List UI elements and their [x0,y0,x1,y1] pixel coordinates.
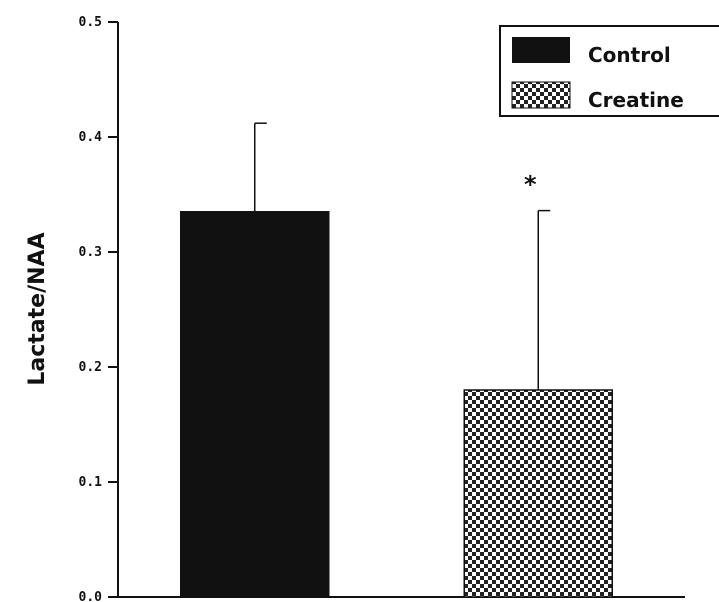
y-ticks: 0.0 0.1 0.2 0.3 0.4 0.5 [79,15,118,602]
y-tick-label: 0.3 [79,245,102,260]
y-tick-label: 0.5 [79,15,102,30]
bar-creatine [463,389,613,598]
y-tick-label: 0.1 [79,475,103,490]
y-tick-label: 0.0 [79,590,103,602]
legend: Control Creatine [499,25,719,117]
legend-label-control: Control [588,43,671,67]
y-tick-label: 0.2 [79,360,102,375]
error-bars [254,122,551,390]
bar-control [180,211,330,598]
bars [180,211,613,598]
y-axis-label: Lactate/NAA [25,232,50,385]
significance-asterisk: * [524,171,537,199]
legend-swatch-control [512,37,570,63]
annotations: * [524,171,537,199]
legend-swatch-creatine [511,81,571,109]
legend-label-creatine: Creatine [588,88,684,112]
y-tick-label: 0.4 [79,130,103,145]
